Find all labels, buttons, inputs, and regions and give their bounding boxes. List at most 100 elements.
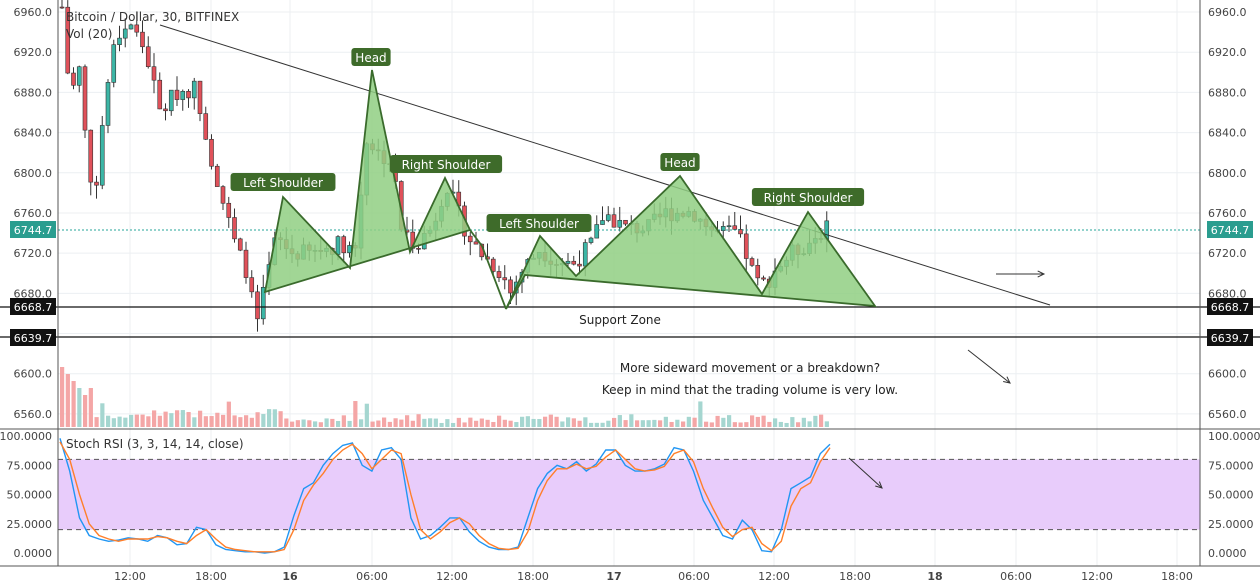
- volume-bar: [704, 421, 709, 427]
- volume-bar: [439, 422, 444, 427]
- drawing-overlays: Support Zone More sideward movement or a …: [0, 10, 1260, 489]
- volume-bar: [330, 418, 335, 427]
- candle-body: [577, 263, 582, 267]
- stoch-tick-label-left: 100.0000: [0, 430, 52, 443]
- volume-bar: [232, 415, 237, 427]
- volume-bar: [554, 416, 559, 427]
- x-tick-label: 17: [606, 570, 621, 583]
- volume-bar: [468, 417, 473, 427]
- volume-bar: [612, 417, 617, 427]
- y-tick-label-right: 6680.0: [1208, 287, 1247, 300]
- volume-bar: [801, 417, 806, 427]
- stoch-tick-label-right: 50.0000: [1208, 489, 1254, 502]
- volume-bar: [560, 421, 565, 427]
- y-tick-label-left: 6600.0: [14, 368, 53, 381]
- volume-bar: [382, 417, 387, 427]
- candle-body: [582, 242, 588, 267]
- candle-body: [732, 225, 738, 230]
- volume-bar: [123, 417, 128, 427]
- volume-bar: [117, 416, 122, 427]
- candle-body: [726, 225, 732, 228]
- stoch-d-line: [59, 441, 831, 553]
- volume-bar: [169, 413, 174, 427]
- volume-bar: [410, 420, 415, 427]
- y-tick-label-right: 6880.0: [1208, 86, 1247, 99]
- last-price-tag-left-bg: [10, 221, 56, 238]
- volume-bar: [773, 418, 778, 427]
- candle-body: [473, 241, 479, 245]
- volume-bar: [479, 418, 484, 427]
- x-tick-label: 12:00: [114, 570, 146, 583]
- volume-bar: [744, 422, 749, 427]
- volume-bar: [594, 422, 599, 427]
- candle-body: [761, 277, 766, 280]
- volume-bar: [727, 415, 732, 427]
- volume-bar: [134, 414, 139, 427]
- volume-bar: [307, 420, 312, 427]
- candle-body: [467, 235, 473, 243]
- label-left-shoulder-1: Left Shoulder: [243, 176, 323, 190]
- volume-bar: [88, 388, 93, 427]
- volume-bar: [416, 414, 421, 427]
- volume-bar: [646, 420, 651, 427]
- volume-bar: [336, 420, 341, 427]
- sideways-arrow-head: [1037, 270, 1046, 278]
- volume-bar: [796, 422, 801, 427]
- support-top-tag-right: 6668.7: [1211, 301, 1250, 314]
- stoch-rsi-panel: Stoch RSI (3, 3, 14, 14, close): [58, 437, 1200, 554]
- stoch-tick-label-left: 50.0000: [7, 489, 53, 502]
- candle-body: [255, 291, 260, 320]
- volume-bar: [71, 381, 76, 427]
- candle-body: [117, 37, 122, 45]
- volume-bar: [778, 421, 783, 427]
- volume-bar: [819, 414, 824, 427]
- volume-bar: [537, 419, 542, 427]
- y-tick-label-left: 6560.0: [14, 408, 53, 421]
- stoch-tick-label-right: 0.0000: [1208, 547, 1247, 560]
- volume-bar: [295, 420, 300, 427]
- annotation-volume-note: Keep in mind that the trading volume is …: [602, 383, 898, 397]
- volume-bar: [543, 416, 548, 427]
- label-right-shoulder-2: Right Shoulder: [764, 191, 853, 205]
- volume-bar: [571, 418, 576, 427]
- candle-body: [168, 89, 174, 112]
- label-right-shoulder-2-bg: [751, 188, 865, 206]
- y-tick-label-right: 6560.0: [1208, 408, 1247, 421]
- volume-bar: [761, 415, 766, 427]
- volume-bar: [652, 419, 657, 427]
- volume-bar: [100, 403, 105, 427]
- y-tick-label-left: 6960.0: [14, 6, 53, 19]
- candle-body: [203, 113, 209, 140]
- volume-bar: [146, 416, 151, 427]
- candle-body: [122, 28, 128, 39]
- candle-body: [226, 202, 232, 218]
- candle-body: [588, 237, 594, 243]
- volume-bar: [669, 421, 674, 427]
- volume-bar: [640, 420, 645, 427]
- candle-body: [749, 258, 755, 266]
- label-left-shoulder-2-bg: [486, 214, 592, 232]
- support-top-tag-left: 6668.7: [14, 301, 53, 314]
- candle-body: [600, 220, 605, 225]
- last-price-tag-right-bg: [1207, 221, 1253, 238]
- volume-bar: [508, 420, 513, 427]
- y-tick-label-right: 6600.0: [1208, 368, 1247, 381]
- candle-body: [490, 258, 496, 272]
- candle-body: [88, 129, 94, 183]
- support-bottom-tag-right-bg: [1207, 329, 1253, 346]
- x-tick-label: 18:00: [195, 570, 227, 583]
- volume-bar: [589, 422, 594, 427]
- candle-body: [755, 265, 761, 279]
- x-tick-label: 06:00: [1000, 570, 1032, 583]
- label-head-1-bg: [351, 48, 391, 66]
- stoch-tick-label-left: 75.0000: [7, 459, 53, 472]
- volume-bar: [387, 421, 392, 427]
- volume-bar: [364, 403, 369, 427]
- candle-body: [191, 80, 197, 99]
- candle-body: [605, 214, 611, 221]
- candle-body: [220, 186, 226, 204]
- volume-bar: [175, 410, 180, 427]
- volume-bar: [180, 410, 185, 427]
- volume-bar: [790, 417, 795, 427]
